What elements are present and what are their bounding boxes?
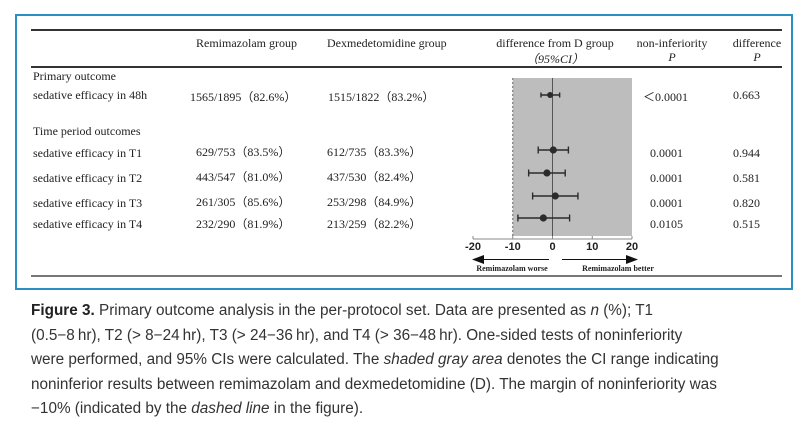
caption-italic: dashed line xyxy=(191,400,270,417)
row-dexmedetomidine: 253/298（84.9%） xyxy=(327,195,422,209)
caption-text: were performed, and 95% CIs were calcula… xyxy=(31,351,384,368)
caption-text: in the figure). xyxy=(269,400,364,417)
caption-text: denotes the CI range indicating xyxy=(502,351,719,368)
row-label: sedative efficacy in T4 xyxy=(33,217,143,231)
forest-row-mark xyxy=(517,214,571,222)
row-label: sedative efficacy in 48h xyxy=(33,88,148,102)
header-difference-p-line2: P xyxy=(753,50,761,64)
caption-text: (%); T1 xyxy=(598,302,654,319)
row-dexmedetomidine: 437/530（82.4%） xyxy=(327,170,422,184)
row-dexmedetomidine: 213/259（82.2%） xyxy=(327,217,422,231)
x-tick-label: 0 xyxy=(549,241,555,253)
row-dexmedetomidine: 612/735（83.3%） xyxy=(327,145,422,159)
x-tick-label: -20 xyxy=(465,241,481,253)
header-remimazolam: Remimazolam group xyxy=(196,36,297,50)
row-label: sedative efficacy in T1 xyxy=(33,146,143,160)
header-difference-line2: （95%CI） xyxy=(526,52,584,66)
figure-frame xyxy=(15,14,793,290)
point-estimate xyxy=(549,146,557,154)
caption-text: −10% (indicated by the xyxy=(31,400,192,417)
caption-text: (0.5−8 hr), T2 (> 8−24 hr), T3 (> 24−36 … xyxy=(31,326,683,344)
caption-italic: n xyxy=(590,302,599,319)
row-difference-p: 0.944 xyxy=(733,146,760,160)
figure-caption: Figure 3. Primary outcome analysis in th… xyxy=(31,299,791,422)
x-tick-label: 20 xyxy=(626,241,638,253)
row-remimazolam: 443/547（81.0%） xyxy=(196,170,291,184)
caption-text: noninferior results between remimazolam … xyxy=(31,375,717,393)
row-noninferiority-p: 0.0001 xyxy=(650,196,683,210)
header-noninferiority-line1: non-inferiority xyxy=(636,36,708,50)
row-noninferiority-p: 0.0001 xyxy=(650,171,683,185)
x-tick-label: 10 xyxy=(586,241,598,253)
table-bottom-rule xyxy=(31,275,782,277)
forest-row-mark xyxy=(531,192,579,200)
row-remimazolam: 1565/1895（82.6%） xyxy=(190,90,297,104)
forest-row-mark xyxy=(537,146,570,154)
section-title-time-period: Time period outcomes xyxy=(33,124,141,138)
forest-row-mark xyxy=(527,169,566,177)
table-top-rule xyxy=(31,29,782,31)
left-arrow-icon xyxy=(472,255,549,264)
row-remimazolam: 629/753（83.5%） xyxy=(196,145,291,159)
right-arrow-icon xyxy=(562,255,638,264)
row-label: sedative efficacy in T2 xyxy=(33,171,143,185)
row-remimazolam: 261/305（85.6%） xyxy=(196,195,291,209)
x-tick-label: -10 xyxy=(505,241,521,253)
row-noninferiority-p: 0.0001 xyxy=(650,146,683,160)
left-arrow-label: Remimazolam worse xyxy=(476,264,548,273)
header-difference-line1: difference from D group xyxy=(496,36,614,50)
header-dexmedetomidine: Dexmedetomidine group xyxy=(327,36,447,50)
table-header-rule xyxy=(31,66,782,68)
caption-italic: shaded gray area xyxy=(383,351,503,368)
right-arrow-label: Remimazolam better xyxy=(582,264,654,273)
row-difference-p: 0.663 xyxy=(733,88,760,102)
row-difference-p: 0.581 xyxy=(733,171,760,185)
row-difference-p: 0.515 xyxy=(733,217,760,231)
row-noninferiority-p: ＜0.0001 xyxy=(643,90,689,104)
caption-label: Figure 3. xyxy=(31,302,95,319)
forest-plot: -20 -10 0 10 20 Remimazolam worse Remima… xyxy=(465,78,654,273)
point-estimate xyxy=(539,214,547,222)
section-title-primary: Primary outcome xyxy=(33,69,116,83)
results-table: Remimazolam group Dexmedetomidine group … xyxy=(31,29,782,277)
noninferiority-shaded-area xyxy=(512,78,632,236)
header-noninferiority-line2: P xyxy=(668,50,676,64)
row-noninferiority-p: 0.0105 xyxy=(650,217,683,231)
point-estimate xyxy=(543,169,551,177)
forest-row-mark xyxy=(540,92,561,98)
row-remimazolam: 232/290（81.9%） xyxy=(196,217,291,231)
header-difference-p-line1: difference xyxy=(732,36,782,50)
point-estimate xyxy=(551,192,559,200)
row-label: sedative efficacy in T3 xyxy=(33,196,143,210)
row-dexmedetomidine: 1515/1822（83.2%） xyxy=(328,90,435,104)
caption-text: Primary outcome analysis in the per-prot… xyxy=(94,302,591,319)
point-estimate xyxy=(547,92,554,98)
row-difference-p: 0.820 xyxy=(733,196,760,210)
